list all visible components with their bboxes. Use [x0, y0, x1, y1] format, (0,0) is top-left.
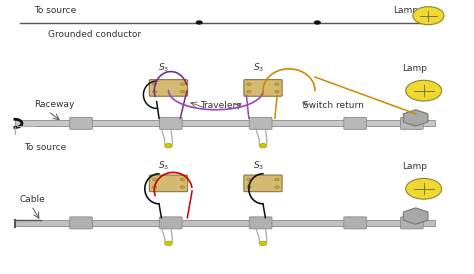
FancyBboxPatch shape [401, 117, 423, 129]
Circle shape [180, 178, 184, 181]
FancyBboxPatch shape [249, 117, 272, 129]
Text: Lamp: Lamp [393, 6, 418, 15]
Text: Cable: Cable [19, 195, 46, 204]
Bar [15, 120, 436, 126]
FancyBboxPatch shape [149, 80, 188, 96]
FancyBboxPatch shape [249, 217, 272, 229]
Text: Switch return: Switch return [303, 101, 364, 110]
Circle shape [196, 21, 202, 24]
Bar [15, 220, 436, 226]
Circle shape [413, 7, 444, 25]
Circle shape [275, 186, 279, 188]
FancyBboxPatch shape [70, 217, 92, 229]
Circle shape [180, 83, 184, 85]
Text: Lamp: Lamp [402, 162, 427, 171]
FancyBboxPatch shape [244, 80, 282, 96]
FancyBboxPatch shape [344, 117, 366, 129]
FancyBboxPatch shape [344, 217, 366, 229]
Circle shape [259, 241, 267, 246]
Circle shape [247, 83, 251, 85]
Circle shape [153, 90, 156, 93]
Text: $S_3$: $S_3$ [158, 62, 169, 74]
Circle shape [247, 178, 251, 181]
Text: $S_3$: $S_3$ [253, 62, 264, 74]
Circle shape [180, 186, 184, 188]
Circle shape [275, 178, 279, 181]
Text: Lamp: Lamp [402, 64, 427, 73]
Text: Grounded conductor: Grounded conductor [48, 30, 141, 39]
Text: $S_3$: $S_3$ [158, 160, 169, 172]
Circle shape [153, 186, 156, 188]
Text: Raceway: Raceway [34, 100, 74, 109]
Circle shape [406, 80, 442, 101]
Text: To source: To source [24, 143, 66, 152]
FancyBboxPatch shape [149, 175, 188, 192]
Text: Travelers: Travelers [200, 101, 241, 110]
Circle shape [153, 83, 156, 85]
Circle shape [164, 241, 172, 246]
FancyBboxPatch shape [159, 117, 182, 129]
Circle shape [180, 90, 184, 93]
Circle shape [247, 186, 251, 188]
FancyBboxPatch shape [401, 217, 423, 229]
FancyBboxPatch shape [244, 175, 282, 192]
Circle shape [314, 21, 320, 24]
Circle shape [247, 90, 251, 93]
Circle shape [153, 178, 156, 181]
FancyBboxPatch shape [159, 217, 182, 229]
Circle shape [275, 90, 279, 93]
Circle shape [275, 83, 279, 85]
FancyBboxPatch shape [70, 117, 92, 129]
Circle shape [406, 178, 442, 199]
Text: To source: To source [34, 6, 76, 15]
Text: $S_3$: $S_3$ [253, 160, 264, 172]
Circle shape [164, 144, 172, 148]
Circle shape [259, 144, 267, 148]
